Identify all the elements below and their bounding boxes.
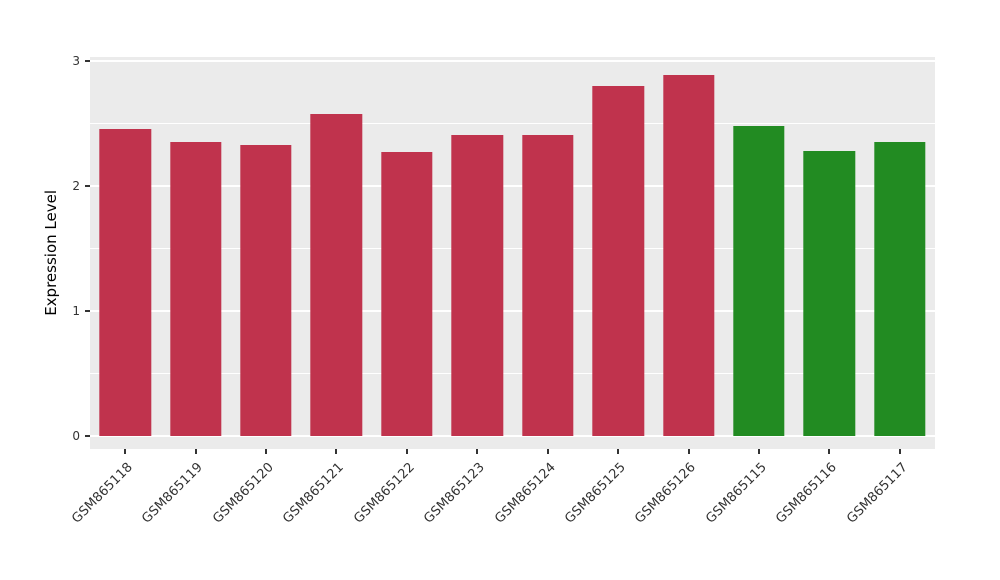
gridline-major <box>90 60 935 62</box>
x-tick-label: GSM865119 <box>139 460 207 527</box>
x-tick-mark <box>335 449 338 454</box>
bar <box>733 126 785 436</box>
gridline-major <box>90 310 935 312</box>
x-tick-label: GSM865125 <box>562 460 629 527</box>
y-tick-label: 0 <box>72 429 80 443</box>
x-tick-label: GSM865122 <box>350 460 418 527</box>
x-tick-label: GSM865116 <box>773 460 840 527</box>
x-tick-label: GSM865121 <box>280 460 348 527</box>
x-tick-label: GSM865124 <box>491 460 559 527</box>
bar <box>662 74 715 436</box>
gridline-minor <box>90 247 935 249</box>
y-tick-mark <box>85 310 90 312</box>
x-tick-label: GSM865117 <box>843 460 911 527</box>
gridline-major <box>90 435 935 437</box>
y-tick-mark <box>85 435 90 437</box>
y-axis-tick-marks <box>84 57 90 449</box>
x-tick-label: GSM865120 <box>210 460 277 527</box>
bar <box>381 152 433 436</box>
bar <box>310 113 363 436</box>
bar <box>99 128 151 436</box>
x-tick-label: GSM865123 <box>421 460 488 527</box>
y-tick-label: 2 <box>72 179 80 193</box>
x-tick-mark <box>828 449 831 454</box>
x-tick-mark <box>898 449 901 454</box>
x-tick-mark <box>617 449 620 454</box>
x-tick-mark <box>124 449 127 454</box>
y-axis-tick-labels: 0 1 2 3 <box>44 54 80 449</box>
y-tick-mark <box>85 185 90 187</box>
bar <box>874 142 926 436</box>
x-tick-mark <box>194 449 197 454</box>
bar <box>451 134 503 436</box>
x-axis-tick-labels: GSM865118 GSM865119 GSM865120 GSM865121 GSM8… <box>69 456 935 576</box>
x-tick-label: GSM865115 <box>702 460 770 527</box>
x-tick-mark <box>687 449 690 454</box>
y-tick-mark <box>85 60 90 62</box>
x-tick-mark <box>476 449 479 454</box>
x-tick-mark <box>757 449 760 454</box>
gridline-minor <box>90 372 935 374</box>
bar <box>169 142 222 436</box>
gridline-minor <box>90 122 935 124</box>
x-tick-label: GSM865126 <box>632 460 700 527</box>
bar <box>522 134 574 436</box>
y-tick-label: 3 <box>72 54 80 68</box>
x-tick-label: GSM865118 <box>69 460 136 527</box>
bar <box>592 86 644 436</box>
y-tick-label: 1 <box>72 304 80 318</box>
x-axis-tick-marks <box>90 449 935 454</box>
bar <box>803 151 856 436</box>
bar <box>240 144 292 436</box>
gridline-major <box>90 185 935 187</box>
x-tick-mark <box>265 449 268 454</box>
x-tick-mark <box>405 449 408 454</box>
plot-panel <box>90 57 935 449</box>
x-tick-mark <box>546 449 549 454</box>
